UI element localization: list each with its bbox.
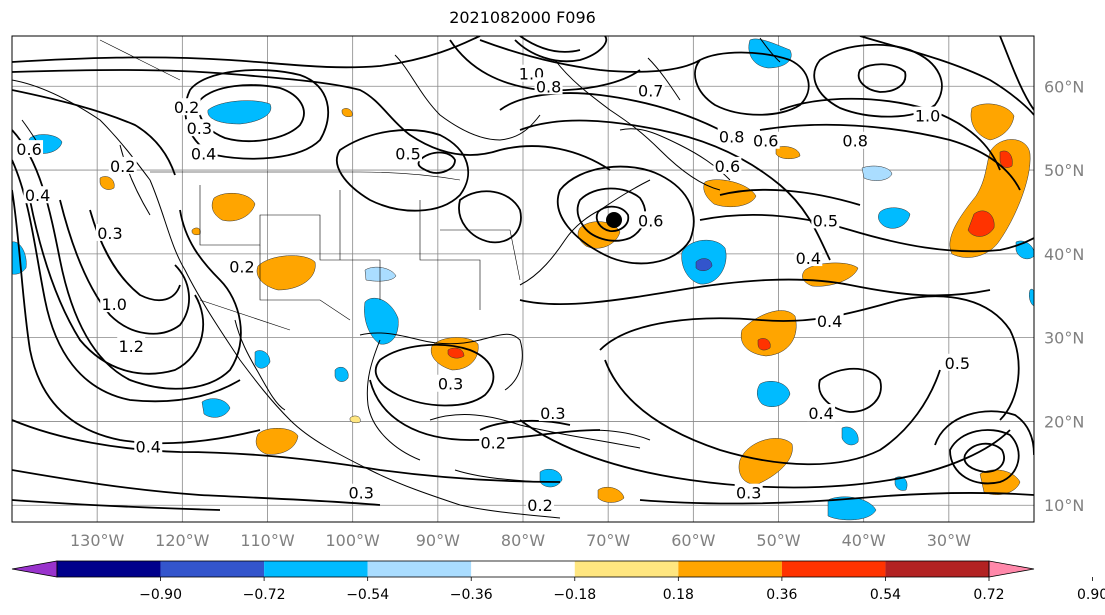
contour-label: 0.4 [796, 249, 821, 268]
contour-label: 0.8 [842, 132, 867, 151]
colorbar-segment [575, 561, 679, 577]
colorbar-segment [57, 561, 161, 577]
colorbar-segment [368, 561, 472, 577]
colorbar-tick-label: 0.36 [766, 587, 797, 603]
contour-label: 0.6 [638, 211, 663, 230]
colorbar-extend-high [989, 561, 1034, 577]
colorbar-tick-label: 0.72 [973, 587, 1004, 603]
contour-label: 0.6 [715, 157, 740, 176]
lat-label: 10°N [1044, 496, 1084, 515]
contour-label: 0.3 [348, 484, 373, 503]
contour-label: 0.6 [16, 140, 41, 159]
lon-label: 90°W [416, 531, 460, 550]
colorbar-tick-label: 0.18 [663, 587, 694, 603]
lat-label: 20°N [1044, 412, 1084, 431]
patch-negative [335, 367, 348, 381]
patch-negative [1016, 241, 1034, 259]
contour-label: 0.5 [813, 211, 838, 230]
colorbar-tick-label: −0.36 [450, 587, 493, 603]
colorbar-segment [471, 561, 575, 577]
patch-positive [257, 256, 315, 290]
contour-label: 0.8 [719, 128, 744, 147]
lon-label: 30°W [927, 531, 971, 550]
colorbar-segment [161, 561, 265, 577]
lon-label: 50°W [756, 531, 800, 550]
patch-positive [971, 104, 1014, 140]
patch-positive [741, 311, 796, 356]
longitude-labels: 130°W 120°W 110°W 100°W 90°W 80°W 70°W 60°W 50°W… [70, 531, 971, 550]
lon-label: 40°W [842, 531, 886, 550]
colorbar-extend-low [12, 561, 57, 577]
lon-label: 100°W [325, 531, 380, 550]
patch-positive [192, 228, 200, 235]
contour-label: 0.4 [191, 144, 216, 163]
colorbar: −0.90 −0.72 −0.54 −0.36 −0.18 0.18 0.36 0.54 0.7… [12, 561, 1105, 603]
lon-label: 80°W [501, 531, 545, 550]
contour-label: 0.3 [736, 484, 761, 503]
storm-center-marker [606, 212, 622, 228]
contour-label: 0.6 [753, 132, 778, 151]
lat-label: 30°N [1044, 329, 1084, 348]
contour-label: 0.8 [536, 77, 561, 96]
patch-negative [202, 399, 230, 418]
contour-label: 0.5 [395, 144, 420, 163]
contour-label: 0.4 [25, 186, 50, 205]
colorbar-segment [782, 561, 886, 577]
lon-label: 110°W [240, 531, 295, 550]
colorbar-segment [885, 561, 989, 577]
lon-label: 130°W [70, 531, 125, 550]
colorbar-tick-label: 0.54 [870, 587, 901, 603]
patch-negative [208, 101, 271, 124]
latitude-labels: 60°N 50°N 40°N 30°N 20°N 10°N [1044, 77, 1084, 515]
contour-label: 0.5 [945, 354, 970, 373]
country-borders [100, 40, 520, 330]
patch-positive [350, 416, 360, 423]
colorbar-tick-label: −0.18 [553, 587, 596, 603]
patch-positive [342, 108, 352, 116]
contour-label: 0.3 [97, 224, 122, 243]
contour-labels: 0.2 0.3 0.4 0.5 0.2 0.6 0.4 1.0 0.8 0.7 0.8 0.6 0.8 1… [15, 65, 971, 516]
patch-negative [540, 469, 562, 487]
patch-positive [598, 487, 624, 502]
patch-negative [862, 166, 892, 181]
contour-label: 0.3 [438, 375, 463, 394]
contour-label: 0.7 [638, 81, 663, 100]
coastlines [12, 38, 780, 518]
patch-negative [365, 267, 396, 281]
colorbar-tick-label: −0.54 [346, 587, 389, 603]
patch-negative [696, 259, 712, 271]
patch-positive [212, 193, 255, 221]
colorbar-segment [678, 561, 782, 577]
patch-negative [842, 427, 858, 445]
lon-label: 70°W [586, 531, 630, 550]
lat-label: 50°N [1044, 161, 1084, 180]
contour-label: 0.4 [808, 404, 833, 423]
lat-label: 60°N [1044, 77, 1084, 96]
contour-label: 0.2 [480, 433, 505, 452]
colorbar-tick-label: −0.90 [139, 587, 182, 603]
contour-label: 0.3 [540, 404, 565, 423]
contour-label: 0.2 [174, 98, 199, 117]
contour-label: 0.2 [527, 496, 552, 515]
colorbar-segment [264, 561, 368, 577]
contour-label: 0.4 [136, 438, 161, 457]
colorbar-tick-label: −0.72 [243, 587, 286, 603]
contour-label: 1.0 [101, 295, 126, 314]
patch-negative [878, 208, 910, 229]
lon-label: 120°W [155, 531, 210, 550]
patch-negative [757, 381, 790, 407]
contour-label: 0.2 [229, 257, 254, 276]
contour-label: 0.2 [110, 157, 135, 176]
lon-label: 60°W [671, 531, 715, 550]
patch-positive [256, 428, 298, 454]
colorbar-tick-label: 0.90 [1077, 587, 1105, 603]
patch-positive [100, 176, 114, 189]
lat-label: 40°N [1044, 245, 1084, 264]
contour-label: 0.3 [187, 119, 212, 138]
contour-label: 1.0 [915, 107, 940, 126]
contour-label: 1.2 [119, 337, 144, 356]
contour-label: 0.4 [817, 312, 842, 331]
